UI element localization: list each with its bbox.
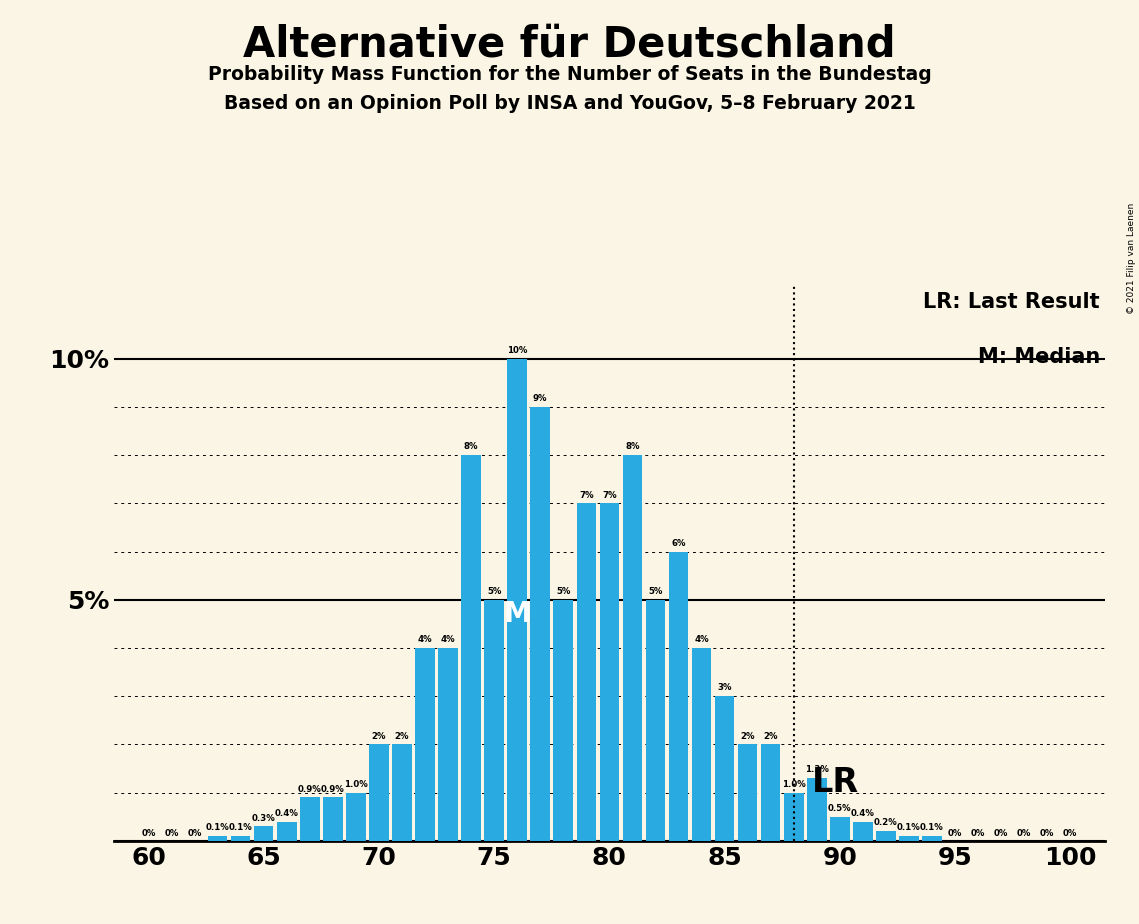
Text: 7%: 7% — [603, 491, 616, 500]
Text: 0.1%: 0.1% — [229, 823, 253, 833]
Text: 0.9%: 0.9% — [298, 784, 321, 794]
Text: 0.5%: 0.5% — [828, 804, 852, 813]
Bar — [254, 826, 273, 841]
Bar — [761, 745, 780, 841]
Text: 0%: 0% — [970, 830, 985, 838]
Bar — [715, 696, 735, 841]
Text: 4%: 4% — [441, 635, 456, 644]
Bar — [876, 832, 895, 841]
Text: 0%: 0% — [948, 830, 962, 838]
Text: 0.4%: 0.4% — [851, 808, 875, 818]
Bar — [439, 648, 458, 841]
Bar — [484, 600, 503, 841]
Bar — [853, 821, 872, 841]
Text: © 2021 Filip van Laenen: © 2021 Filip van Laenen — [1126, 203, 1136, 314]
Bar — [369, 745, 388, 841]
Text: 0.1%: 0.1% — [898, 823, 920, 833]
Bar — [323, 797, 343, 841]
Bar — [207, 836, 228, 841]
Text: 6%: 6% — [671, 539, 686, 548]
Bar — [923, 836, 942, 841]
Text: 2%: 2% — [395, 732, 409, 740]
Bar — [416, 648, 435, 841]
Text: Alternative für Deutschland: Alternative für Deutschland — [244, 23, 895, 65]
Bar — [392, 745, 412, 841]
Text: 0.1%: 0.1% — [920, 823, 944, 833]
Bar — [461, 456, 481, 841]
Bar — [277, 821, 296, 841]
Text: 1.0%: 1.0% — [344, 780, 368, 789]
Text: 0%: 0% — [994, 830, 1008, 838]
Text: Probability Mass Function for the Number of Seats in the Bundestag: Probability Mass Function for the Number… — [207, 65, 932, 84]
Text: 0%: 0% — [188, 830, 202, 838]
Text: 5%: 5% — [648, 587, 663, 596]
Text: 0.9%: 0.9% — [321, 784, 345, 794]
Bar — [899, 836, 919, 841]
Bar — [231, 836, 251, 841]
Text: 10%: 10% — [507, 346, 527, 355]
Bar — [599, 504, 620, 841]
Bar — [830, 817, 850, 841]
Text: 0.3%: 0.3% — [252, 813, 276, 822]
Text: 2%: 2% — [371, 732, 386, 740]
Text: 2%: 2% — [763, 732, 778, 740]
Text: 8%: 8% — [464, 443, 478, 451]
Bar — [300, 797, 320, 841]
Bar — [507, 359, 527, 841]
Text: M: M — [503, 601, 531, 628]
Text: 7%: 7% — [579, 491, 593, 500]
Text: 5%: 5% — [556, 587, 571, 596]
Text: M: Median: M: Median — [977, 347, 1100, 368]
Text: 0%: 0% — [164, 830, 179, 838]
Bar — [738, 745, 757, 841]
Bar — [784, 793, 803, 841]
Text: 5%: 5% — [487, 587, 501, 596]
Bar — [646, 600, 665, 841]
Text: 1.3%: 1.3% — [805, 765, 829, 774]
Bar — [691, 648, 712, 841]
Bar — [669, 552, 688, 841]
Bar — [346, 793, 366, 841]
Text: LR: LR — [812, 767, 859, 799]
Text: 2%: 2% — [740, 732, 755, 740]
Text: 0%: 0% — [1017, 830, 1031, 838]
Bar — [576, 504, 596, 841]
Text: 1.0%: 1.0% — [781, 780, 805, 789]
Bar — [806, 778, 827, 841]
Bar — [531, 407, 550, 841]
Text: LR: Last Result: LR: Last Result — [924, 292, 1100, 312]
Bar — [554, 600, 573, 841]
Text: 0%: 0% — [1063, 830, 1077, 838]
Text: 0.1%: 0.1% — [206, 823, 229, 833]
Text: 0%: 0% — [141, 830, 156, 838]
Text: 8%: 8% — [625, 443, 640, 451]
Text: 0.4%: 0.4% — [274, 808, 298, 818]
Text: 3%: 3% — [718, 684, 732, 692]
Text: 0%: 0% — [1040, 830, 1055, 838]
Text: 4%: 4% — [418, 635, 433, 644]
Text: 4%: 4% — [695, 635, 708, 644]
Bar — [623, 456, 642, 841]
Text: 9%: 9% — [533, 395, 548, 403]
Text: 0.2%: 0.2% — [874, 819, 898, 827]
Text: Based on an Opinion Poll by INSA and YouGov, 5–8 February 2021: Based on an Opinion Poll by INSA and You… — [223, 94, 916, 114]
